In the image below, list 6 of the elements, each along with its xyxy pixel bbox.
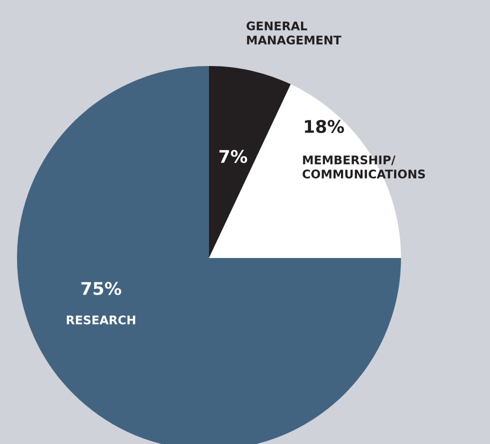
data-label: 75% (81, 282, 122, 296)
slice-label: RESEARCH (66, 315, 136, 324)
slice-label: MEMBERSHIP/ COMMUNICATIONS (302, 155, 425, 178)
slice-label: GENERAL MANAGEMENT (246, 21, 342, 44)
data-label: 7% (219, 150, 248, 164)
data-label: 18% (304, 120, 344, 134)
